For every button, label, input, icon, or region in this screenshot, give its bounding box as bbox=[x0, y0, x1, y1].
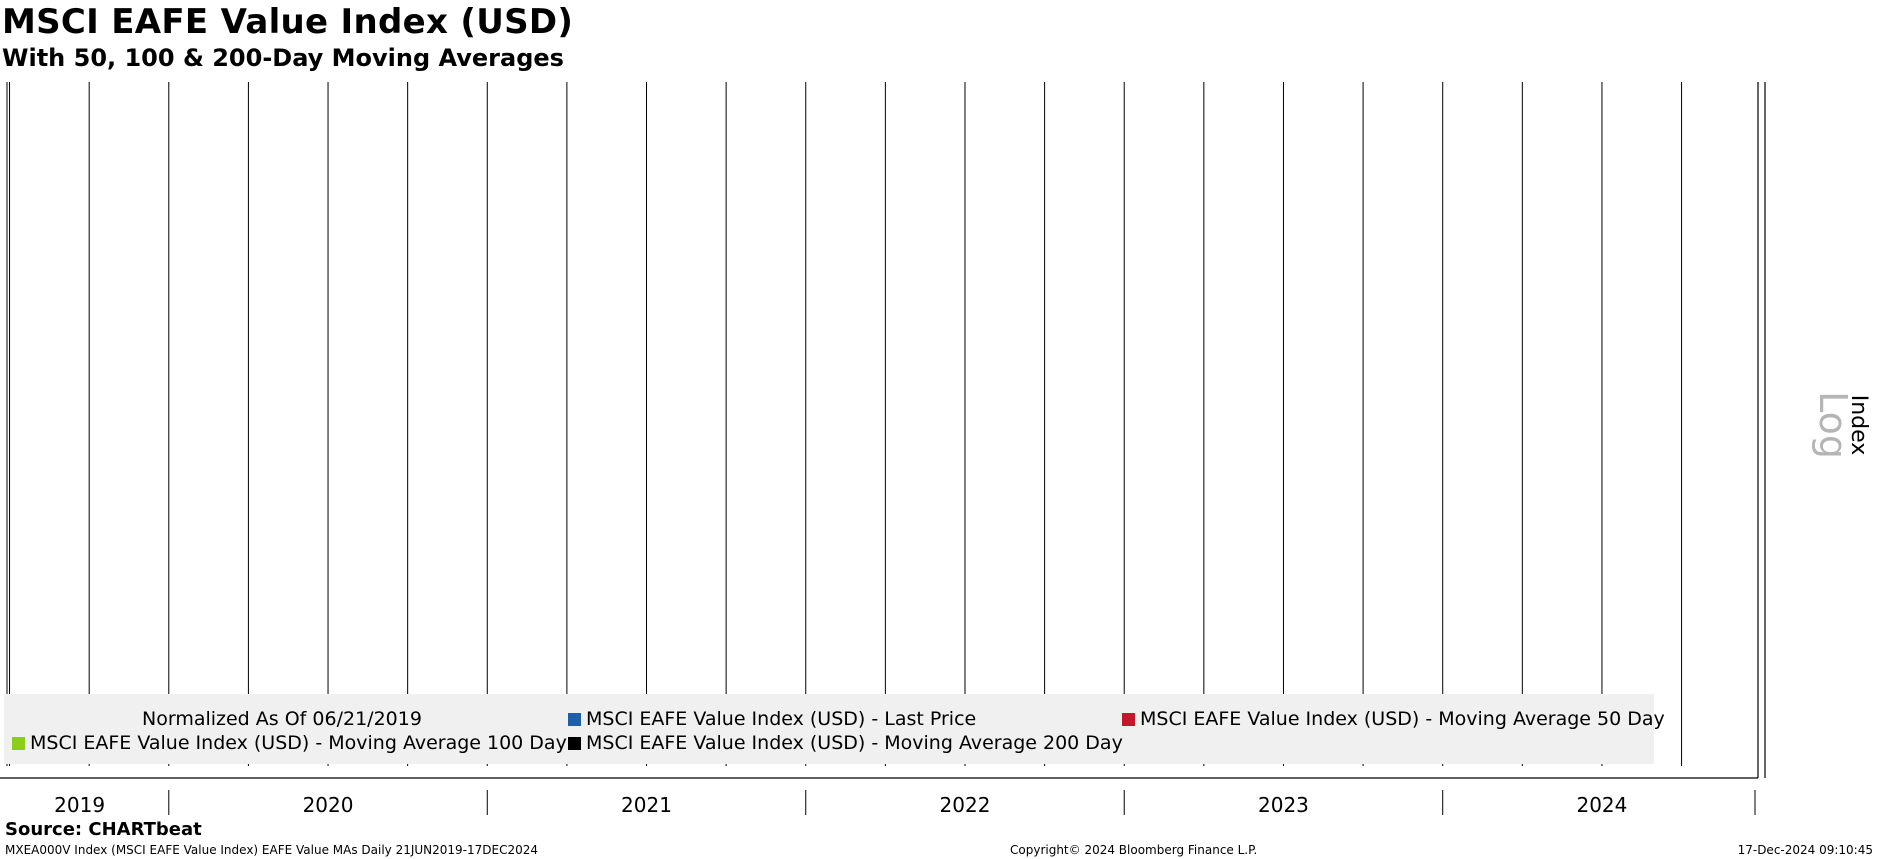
legend-item-ma200: MSCI EAFE Value Index (USD) - Moving Ave… bbox=[568, 732, 1123, 754]
log-scale-label: Log bbox=[1811, 391, 1855, 459]
legend-normalized-note: Normalized As Of 06/21/2019 bbox=[142, 708, 422, 730]
x-year-label-2020: 2020 bbox=[303, 793, 354, 817]
legend-item-ma100: MSCI EAFE Value Index (USD) - Moving Ave… bbox=[12, 732, 567, 754]
legend-item-ma50: MSCI EAFE Value Index (USD) - Moving Ave… bbox=[1122, 708, 1665, 730]
timestamp: 17-Dec-2024 09:10:45 bbox=[1737, 843, 1873, 857]
x-year-label-2019: 2019 bbox=[54, 793, 105, 817]
chart-subtitle: With 50, 100 & 200-Day Moving Averages bbox=[2, 44, 564, 72]
legend-swatch-ma200 bbox=[568, 737, 581, 750]
x-year-label-2024: 2024 bbox=[1576, 793, 1627, 817]
x-year-label-2021: 2021 bbox=[621, 793, 672, 817]
ticker-line: MXEA000V Index (MSCI EAFE Value Index) E… bbox=[5, 843, 539, 857]
vertical-gridlines bbox=[6, 82, 1683, 766]
chart-title: MSCI EAFE Value Index (USD) bbox=[2, 2, 574, 42]
legend-label-ma100: MSCI EAFE Value Index (USD) - Moving Ave… bbox=[30, 732, 567, 754]
legend-swatch-ma100 bbox=[12, 737, 25, 750]
y-axis-label: Index bbox=[1846, 395, 1871, 456]
legend-label-last-price: MSCI EAFE Value Index (USD) - Last Price bbox=[586, 708, 977, 730]
x-year-label-2023: 2023 bbox=[1258, 793, 1309, 817]
legend-swatch-ma50 bbox=[1122, 713, 1135, 726]
x-year-label-2022: 2022 bbox=[940, 793, 991, 817]
legend-swatch-last-price bbox=[568, 713, 581, 726]
legend-item-last-price: MSCI EAFE Value Index (USD) - Last Price bbox=[568, 708, 976, 730]
chart-legend: Normalized As Of 06/21/2019 MSCI EAFE Va… bbox=[4, 694, 1665, 764]
x-axis: 2019 2020 2021 2022 2023 2024 bbox=[0, 777, 1758, 817]
legend-label-ma50: MSCI EAFE Value Index (USD) - Moving Ave… bbox=[1140, 708, 1665, 730]
source-label: Source: CHARTbeat bbox=[5, 819, 202, 840]
legend-label-ma200: MSCI EAFE Value Index (USD) - Moving Ave… bbox=[586, 732, 1123, 754]
copyright: Copyright© 2024 Bloomberg Finance L.P. bbox=[1010, 843, 1258, 857]
